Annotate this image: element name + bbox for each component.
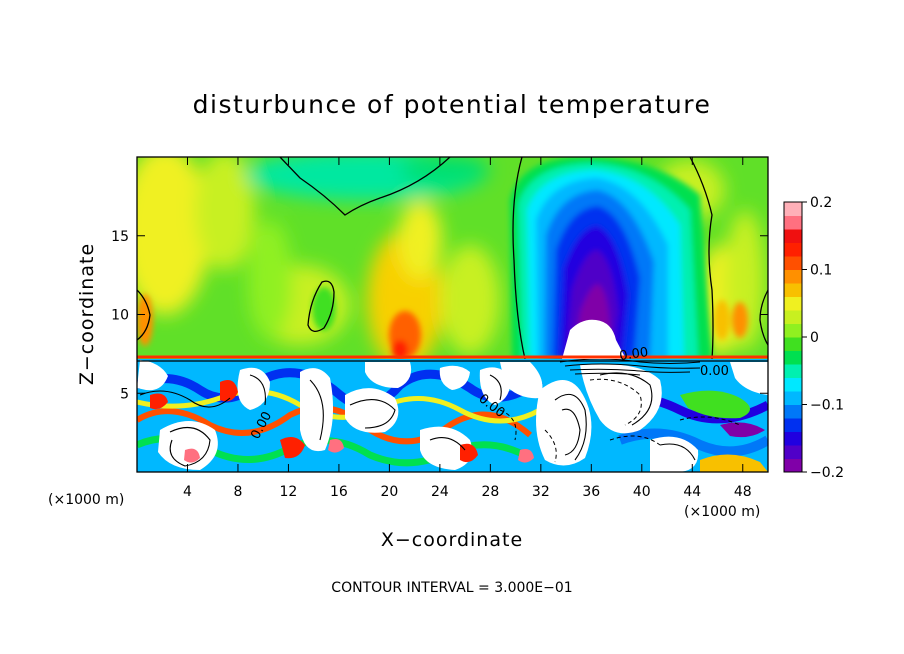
colorbar-swatch bbox=[784, 391, 802, 405]
colorbar-swatch bbox=[784, 337, 802, 351]
x-tick-label: 40 bbox=[633, 484, 651, 500]
z-axis-ticks: 5 10 15 bbox=[111, 229, 768, 402]
contour-label: 0.00 bbox=[700, 364, 729, 379]
colorbar-swatch bbox=[784, 364, 802, 378]
lower-field bbox=[137, 359, 768, 472]
x-tick-label: 44 bbox=[683, 484, 701, 500]
x-tick-label: 24 bbox=[431, 484, 449, 500]
colorbar-swatch bbox=[784, 404, 802, 419]
colorbar-tick-label: −0.1 bbox=[810, 398, 844, 414]
colorbar-swatch bbox=[784, 310, 802, 324]
z-tick-label: 10 bbox=[111, 308, 129, 324]
z-axis-label: Z−coordinate bbox=[76, 243, 98, 385]
upper-field bbox=[137, 157, 768, 359]
x-tick-label: 20 bbox=[380, 484, 398, 500]
colorbar-ticks: 0.2 0.1 0 −0.1 −0.2 bbox=[802, 195, 844, 481]
colorbar-swatch bbox=[784, 202, 802, 216]
x-axis-unit-right: (×1000 m) bbox=[684, 504, 760, 520]
colorbar-tick-label: −0.2 bbox=[810, 465, 844, 481]
colorbar-swatch bbox=[784, 418, 802, 432]
x-axis-label: X−coordinate bbox=[381, 529, 523, 551]
colorbar-swatch bbox=[784, 377, 802, 392]
z-tick-label: 15 bbox=[111, 229, 129, 245]
colorbar-swatch bbox=[784, 269, 802, 284]
x-tick-label: 36 bbox=[582, 484, 600, 500]
colorbar-swatch bbox=[784, 296, 802, 311]
colorbar-swatch bbox=[784, 242, 802, 257]
colorbar-tick-label: 0 bbox=[810, 330, 819, 346]
colorbar-swatch bbox=[784, 215, 802, 230]
chart-title: disturbunce of potential temperature bbox=[193, 90, 712, 119]
x-tick-label: 4 bbox=[183, 484, 192, 500]
colorbar-swatch bbox=[784, 283, 802, 297]
colorbar-tick-label: 0.2 bbox=[810, 195, 832, 211]
x-tick-label: 32 bbox=[532, 484, 550, 500]
z-tick-label: 5 bbox=[120, 386, 129, 402]
x-tick-label: 28 bbox=[481, 484, 499, 500]
colorbar bbox=[784, 202, 802, 473]
colorbar-swatch bbox=[784, 323, 802, 338]
colorbar-swatch bbox=[784, 458, 802, 473]
colorbar-swatch bbox=[784, 350, 802, 365]
contour-interval-note: CONTOUR INTERVAL = 3.000E−01 bbox=[331, 580, 572, 596]
x-tick-label: 48 bbox=[734, 484, 752, 500]
x-tick-label: 12 bbox=[280, 484, 298, 500]
colorbar-swatch bbox=[784, 431, 802, 446]
x-axis-ticks: 4 8 12 16 20 24 28 32 36 40 44 48 bbox=[183, 157, 752, 500]
x-tick-label: 8 bbox=[233, 484, 242, 500]
x-axis-unit-left: (×1000 m) bbox=[48, 492, 124, 508]
colorbar-swatch bbox=[784, 229, 802, 243]
colorbar-swatch bbox=[784, 256, 802, 270]
colorbar-swatch bbox=[784, 445, 802, 459]
colorbar-tick-label: 0.1 bbox=[810, 263, 832, 279]
x-tick-label: 16 bbox=[330, 484, 348, 500]
contour-label: 0.00 bbox=[618, 345, 649, 364]
